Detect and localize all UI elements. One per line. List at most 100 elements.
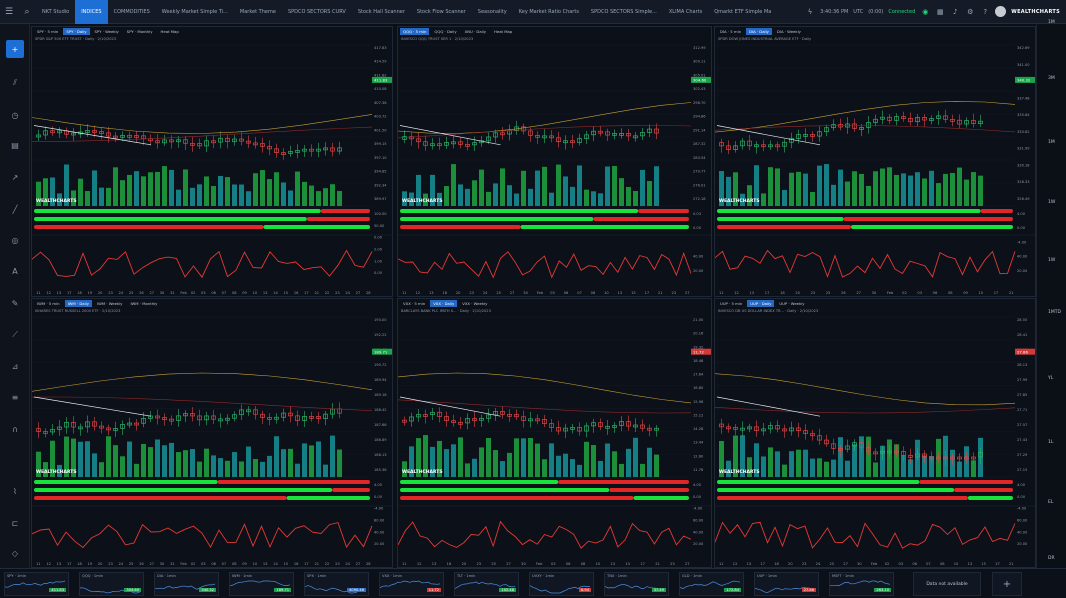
workspace-tab[interactable]: Market Theme — [239, 8, 276, 15]
mini-chart-tile[interactable]: IWM · 1min 189.71 — [229, 572, 294, 596]
price-chart[interactable]: WEALTHCHARTS193.00192.22191.47190.72189.… — [32, 299, 393, 568]
workspace-tab[interactable]: Weekly Market Simple Ti... — [161, 8, 228, 15]
layout-tool-icon[interactable]: ⊏ — [11, 518, 19, 528]
workspace-tab[interactable]: Seasonality — [477, 8, 507, 15]
chart-tab[interactable]: SPY · Weekly — [94, 29, 119, 34]
volume-bar — [535, 170, 540, 206]
pencil-tool-icon[interactable]: ✎ — [11, 298, 19, 308]
mini-chart-tile[interactable]: TLT · 1min 102.48 — [454, 572, 519, 596]
mini-chart-tile[interactable]: VXX · 1min 11.72 — [379, 572, 444, 596]
chart-tab[interactable]: DIA · Weekly — [776, 29, 801, 34]
workspace-tab[interactable]: SPDCO SECTORS Simple... — [590, 8, 657, 15]
search-icon[interactable]: ⌕ — [24, 6, 30, 17]
chart-tab[interactable]: IWM · Weekly — [96, 301, 123, 306]
chart-tab[interactable]: VXX · Daily — [430, 300, 458, 307]
chart-tab[interactable]: IWM · Daily — [64, 300, 92, 307]
grid-icon[interactable]: ▦ — [936, 7, 944, 16]
chart-tab[interactable]: Heat Map — [494, 29, 513, 34]
chart-tab[interactable]: SPY · Monthly — [126, 29, 153, 34]
mini-chart-tile[interactable]: MSFT · 1min 263.10 — [829, 572, 894, 596]
bell-icon[interactable]: ♪ — [953, 7, 958, 16]
workspace-tab[interactable]: Key Market Ratio Charts — [518, 8, 579, 15]
workspace-tab[interactable]: Stock Hall Scanner — [357, 8, 405, 15]
circle-tool-icon[interactable]: ◷ — [11, 110, 19, 120]
mini-chart-tile[interactable]: UVXY · 1min 6.94 — [529, 572, 594, 596]
add-mini-chart-button[interactable]: + — [992, 572, 1022, 596]
timeframe-label[interactable]: 1L — [1048, 440, 1054, 445]
eye-tool-icon[interactable]: ◇ — [11, 548, 19, 558]
workspace-tab[interactable]: XLIMA Charts — [668, 8, 703, 15]
price-chart[interactable]: WEALTHCHARTS 417.83 414.59 411.82 410.08 407.… — [32, 27, 393, 297]
price-chart[interactable]: WEALTHCHARTS342.69341.00339.20337.48335.… — [715, 27, 1036, 297]
timeframe-label[interactable]: 1M — [1048, 140, 1055, 145]
chart-panel[interactable]: SPY · 5 min SPY · Daily SPY · Weekly SPY · … — [31, 26, 393, 297]
timeframe-label[interactable]: 1MTD — [1048, 310, 1061, 315]
hamburger-icon[interactable]: ☰ — [4, 6, 14, 17]
workspace-tab[interactable]: Qmarkt ETF Simple Ma — [714, 8, 772, 15]
timeframe-label[interactable]: 1W — [1048, 258, 1056, 263]
mini-chart-tile[interactable]: SPX · 1min 4090.46 — [304, 572, 369, 596]
bar-tool-icon[interactable]: ⫽ — [13, 78, 17, 87]
chart-tab[interactable]: DIA · 5 min — [720, 29, 742, 34]
chart-tab[interactable]: QQQ · Daily — [434, 29, 457, 34]
workspace-tab[interactable]: INDICES — [75, 0, 108, 24]
chart-panel[interactable]: UUP · 5 min UUP · Daily UUP · Weekly INVESC… — [714, 298, 1036, 568]
timeframe-label[interactable]: EL — [1048, 500, 1054, 505]
avatar[interactable] — [995, 6, 1007, 17]
mini-chart-tile[interactable]: DIA · 1min 340.32 — [154, 572, 219, 596]
price-chart[interactable]: WEALTHCHARTS 21.00 20.16 19.32 18.48 17.64 16.… — [398, 299, 712, 568]
workspace-tab[interactable]: SPDCO SECTORS CURV — [287, 8, 346, 15]
gear-icon[interactable]: ⚙ — [967, 7, 974, 16]
mini-chart-tile[interactable]: QQQ · 1min 304.60 — [79, 572, 144, 596]
chart-tab[interactable]: SPY · 5 min — [37, 29, 59, 34]
ruler-tool-icon[interactable]: ⟋ — [12, 330, 18, 339]
trend-tool-icon[interactable]: ↗ — [11, 172, 19, 182]
chart-tab[interactable]: Heat Map — [160, 29, 179, 34]
path-tool-icon[interactable]: ⌇ — [13, 486, 17, 496]
timeframe-label[interactable]: YL — [1048, 376, 1054, 381]
chart-tab[interactable]: VXX · Weekly — [462, 301, 488, 306]
chart-tab[interactable]: QQQ · 5 min — [400, 28, 430, 35]
candle — [535, 418, 540, 422]
crosshair-tool-icon[interactable]: + — [6, 40, 24, 58]
chart-tab[interactable]: IWM · 5 min — [37, 301, 60, 306]
candle — [141, 418, 146, 424]
chart-tab[interactable]: IWM · Monthly — [130, 301, 158, 306]
chart-tab[interactable]: XNU · Daily — [464, 29, 487, 34]
chart-tab[interactable]: UUP · Weekly — [779, 301, 805, 306]
price-chart[interactable]: WEALTHCHARTS 312.99 309.11 305.01 302.43 298.… — [398, 27, 712, 297]
magnet-tool-icon[interactable]: ∩ — [12, 424, 18, 434]
chart-tab[interactable]: VXX · 5 min — [403, 301, 426, 306]
line-tool-icon[interactable]: ╱ — [12, 204, 18, 214]
lightning-icon[interactable]: ϟ — [807, 7, 813, 16]
text-tool-icon[interactable]: A — [12, 266, 18, 276]
calendar-tool-icon[interactable]: ▤ — [11, 140, 19, 150]
workspace-tab[interactable]: COMMODITIES — [113, 8, 150, 15]
mini-chart-tile[interactable]: TNX · 1min 37.49 — [604, 572, 669, 596]
volume-bar — [640, 169, 645, 206]
mini-chart-tile[interactable]: GLD · 1min 172.84 — [679, 572, 744, 596]
timeframe-label[interactable]: 3M — [1048, 76, 1055, 81]
timeframe-label[interactable]: DR — [1048, 556, 1055, 561]
mini-chart-tile[interactable]: UUP · 1min 27.86 — [754, 572, 819, 596]
fib-tool-icon[interactable]: ≡ — [11, 392, 19, 402]
mini-chart-tile[interactable]: SPY · 1min 411.83 — [4, 572, 69, 596]
chart-panel[interactable]: QQQ · 5 min QQQ · Daily XNU · Daily Heat Ma… — [397, 26, 712, 297]
timeframe-label[interactable]: 1W — [1048, 200, 1056, 205]
chart-panel[interactable]: IWM · 5 min IWM · Daily IWM · Weekly IWM · … — [31, 298, 393, 568]
chart-panel[interactable]: VXX · 5 min VXX · Daily VXX · Weekly BARCLA… — [397, 298, 712, 568]
chart-tab[interactable]: DIA · Daily — [746, 28, 772, 35]
help-icon[interactable]: ? — [983, 7, 988, 16]
shapes-tool-icon[interactable]: ◎ — [11, 235, 19, 245]
workspace-tab[interactable]: Stock Flow Scanner — [416, 8, 466, 15]
volume-bar — [43, 178, 48, 206]
price-chart[interactable]: WEALTHCHARTS28.5528.4128.2728.1327.9927.… — [715, 299, 1036, 568]
chart-panel[interactable]: DIA · 5 min DIA · Daily DIA · Weekly SPDR D… — [714, 26, 1036, 297]
chart-tab[interactable]: SPY · Daily — [63, 28, 90, 35]
workspace-tab[interactable]: NKT Studio — [42, 8, 70, 15]
measure-tool-icon[interactable]: ⊿ — [11, 361, 19, 371]
chart-tab[interactable]: UUP · Daily — [747, 300, 775, 307]
time-axis-label: 09 — [963, 291, 968, 295]
chart-tab[interactable]: UUP · 5 min — [720, 301, 743, 306]
timeframe-label[interactable]: 1M — [1048, 20, 1055, 25]
